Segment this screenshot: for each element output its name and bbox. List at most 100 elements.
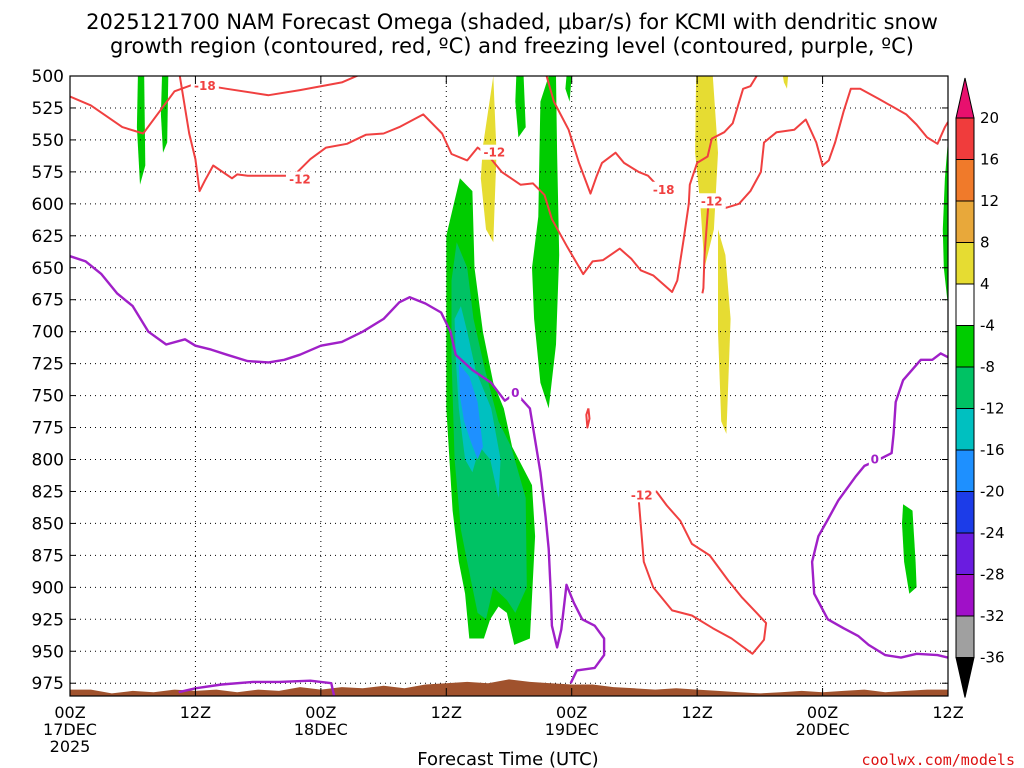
- colorbar-box-1: [955, 159, 975, 202]
- shaded-region-omega-yellow-far: [782, 76, 789, 89]
- y-tick-label-575: 575: [32, 163, 64, 183]
- contour-label-5: -12: [631, 488, 653, 502]
- shaded-region-omega-green-early-2: [160, 76, 169, 153]
- contour-label-bg-0: [190, 78, 219, 94]
- y-tick-label-525: 525: [32, 99, 64, 119]
- contour-label-bg-7: [868, 451, 881, 467]
- colorbar-box-4: [955, 283, 975, 326]
- x-tick-label-0-3: 2025: [50, 737, 91, 756]
- colorbar-label-6: -8: [980, 358, 995, 376]
- contour-label-bg-6: [509, 385, 522, 401]
- y-tick-label-750: 750: [32, 387, 64, 407]
- chart-title-line1: 2025121700 NAM Forecast Omega (shaded, μ…: [86, 10, 938, 34]
- colorbar-label-7: -12: [980, 400, 1005, 418]
- colorbar-label-13: -36: [980, 649, 1005, 667]
- x-tick-label-2-2: 18DEC: [294, 720, 348, 739]
- contour-label-0: -18: [194, 79, 216, 93]
- colorbar-box-10: [955, 532, 975, 575]
- y-tick-label-600: 600: [32, 195, 64, 215]
- contour-label-bg-1: [285, 171, 314, 187]
- y-tick-label-975: 975: [32, 674, 64, 694]
- colorbar-label-3: 8: [980, 234, 990, 252]
- y-tick-label-950: 950: [32, 642, 64, 662]
- shaded-region-omega-yellow-right: [695, 76, 718, 268]
- contour-label-bg-3: [649, 181, 678, 197]
- y-tick-label-675: 675: [32, 291, 64, 311]
- colorbar-box-8: [955, 449, 975, 492]
- y-tick-label-850: 850: [32, 514, 64, 534]
- chart-title-line2: growth region (contoured, red, ºC) and f…: [110, 34, 914, 58]
- colorbar-label-4: 4: [980, 275, 990, 293]
- freezing-contour-9: [810, 352, 948, 659]
- colorbar-box-2: [955, 200, 975, 243]
- y-tick-label-775: 775: [32, 419, 64, 439]
- contour-label-bg-2: [480, 144, 509, 160]
- dgz-contour-6: [585, 408, 591, 429]
- freezing-contour-8: [178, 679, 336, 696]
- x-tick-label-4-1: 00Z: [556, 703, 587, 722]
- x-tick-label-3-1: 12Z: [431, 703, 462, 722]
- y-tick-label-550: 550: [32, 131, 64, 151]
- plot-frame: [69, 75, 949, 697]
- terrain-layer: [70, 679, 948, 696]
- contour-label-3: -18: [653, 183, 675, 197]
- terrain-shading: [70, 679, 948, 696]
- x-tick-label-5-1: 12Z: [681, 703, 712, 722]
- x-tick-label-6-2: 20DEC: [796, 720, 850, 739]
- x-tick-label-7-1: 12Z: [932, 703, 963, 722]
- colorbar-label-9: -20: [980, 483, 1005, 501]
- contour-label-1: -12: [289, 173, 311, 187]
- x-tick-label-0-2: 17DEC: [43, 720, 97, 739]
- y-axis-ticks: 500 525 550 575 600 625 650 675 700 725 750 775 800 8…: [32, 67, 948, 694]
- colorbar-label-12: -32: [980, 607, 1005, 625]
- shaded-region-omega-blue-main: [458, 363, 483, 460]
- dgz-contour-3: [701, 201, 710, 294]
- colorbar-bottom-triangle: [955, 657, 975, 698]
- colorbar-box-9: [955, 491, 975, 534]
- contour-label-4: -12: [701, 194, 723, 208]
- contour-layer: [70, 76, 948, 696]
- contour-label-2: -12: [484, 146, 506, 160]
- shaded-region-omega-green-column: [532, 76, 560, 409]
- x-tick-label-4-2: 19DEC: [545, 720, 599, 739]
- shaded-region-omega-green-edge: [942, 139, 948, 307]
- colorbar-box-12: [955, 615, 975, 658]
- colorbar-top-triangle: [955, 77, 975, 119]
- x-tick-label-0-1: 00Z: [54, 703, 85, 722]
- y-tick-label-800: 800: [32, 451, 64, 471]
- contour-label-layer: -18 -12 -12 -18 -12 -12 0 0: [190, 78, 881, 503]
- y-tick-label-900: 900: [32, 578, 64, 598]
- colorbar-label-1: 16: [980, 151, 999, 169]
- x-tick-label-6-1: 00Z: [807, 703, 838, 722]
- colorbar-box-7: [955, 408, 975, 451]
- colorbar-label-10: -24: [980, 524, 1005, 542]
- colorbar-label-11: -28: [980, 566, 1005, 584]
- contour-label-bg-5: [627, 487, 656, 503]
- y-tick-label-825: 825: [32, 482, 64, 502]
- x-tick-label-2-1: 00Z: [305, 703, 336, 722]
- colorbar-box-11: [955, 574, 975, 617]
- dgz-contour-1: [178, 76, 758, 293]
- credit-link[interactable]: coolwx.com/models: [861, 751, 1015, 768]
- colorbar-label-8: -16: [980, 441, 1005, 459]
- shaded-region-omega-yellow-right-2: [718, 229, 731, 434]
- grid-layer: [70, 75, 948, 696]
- colorbar-box-6: [955, 366, 975, 409]
- y-tick-label-700: 700: [32, 323, 64, 343]
- colorbar-box-0: [955, 117, 975, 160]
- y-tick-label-500: 500: [32, 67, 64, 87]
- freezing-contour-7: [70, 255, 606, 684]
- contour-label-7: 0: [871, 453, 879, 467]
- x-tick-label-1-1: 12Z: [180, 703, 211, 722]
- dgz-contour-2: [545, 76, 665, 195]
- shaded-region-omega-green-upper: [515, 76, 526, 138]
- colorbar-box-3: [955, 242, 975, 285]
- y-tick-label-650: 650: [32, 259, 64, 279]
- colorbar-box-5: [955, 325, 975, 368]
- shaded-region-omega-green-column-2: [565, 76, 572, 102]
- colorbar: 20 16 12 8 4 -4 -8 -12 -16 -20 -24 -28 -32 -36: [955, 77, 1005, 698]
- dgz-contour-5: [637, 490, 768, 655]
- y-tick-label-875: 875: [32, 546, 64, 566]
- colorbar-label-2: 12: [980, 192, 999, 210]
